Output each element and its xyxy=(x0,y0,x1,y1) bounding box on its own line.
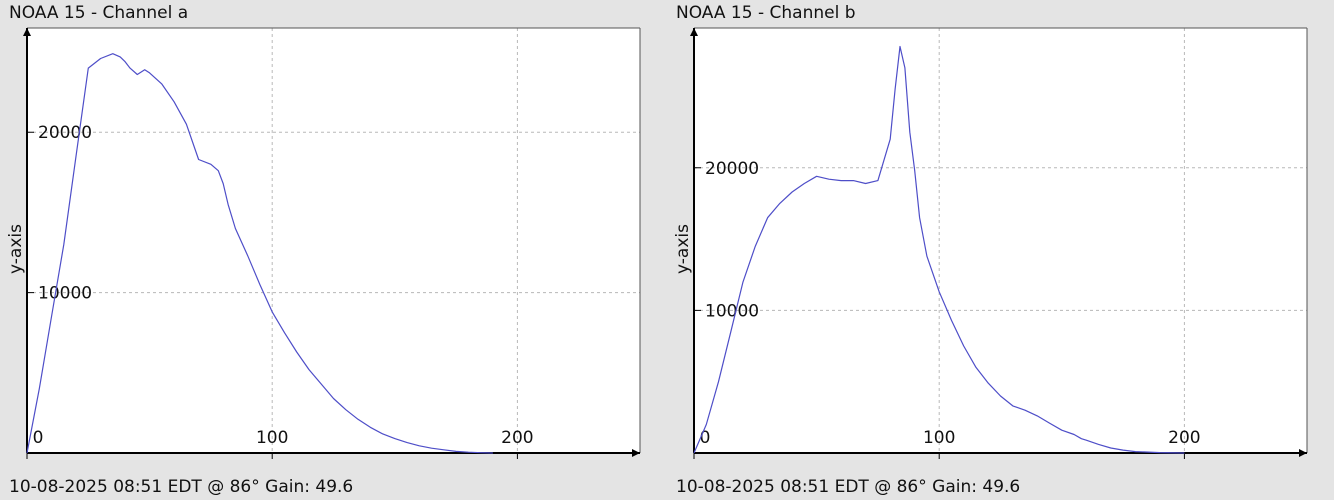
series-line xyxy=(26,53,493,454)
y-tick-label: 20000 xyxy=(38,123,92,143)
y-axis-arrow xyxy=(690,28,698,36)
chart-a-title: NOAA 15 - Channel a xyxy=(9,3,189,23)
chart-panel-a: 0 100 200 10000 20000 y-axis NOAA 15 - Channe… xyxy=(6,3,641,497)
x-tick-label: 100 xyxy=(923,428,955,448)
x-tick-label: 100 xyxy=(256,428,288,448)
x-tick-label: 200 xyxy=(1168,428,1200,448)
plot-area xyxy=(27,28,640,453)
x-tick-label: 200 xyxy=(501,428,533,448)
x-tick-label: 0 xyxy=(33,428,44,448)
chart-a-svg: 0 100 200 10000 20000 y-axis xyxy=(6,27,641,459)
series-line xyxy=(693,45,1185,454)
chart-b-caption: 10-08-2025 08:51 EDT @ 86° Gain: 49.6 xyxy=(676,477,1021,497)
plot-area xyxy=(694,28,1307,453)
chart-b-svg: 0 100 200 10000 20000 y-axis xyxy=(673,27,1308,459)
chart-a-caption: 10-08-2025 08:51 EDT @ 86° Gain: 49.6 xyxy=(9,477,354,497)
y-axis-label: y-axis xyxy=(6,224,26,274)
y-tick-label: 10000 xyxy=(705,301,759,321)
x-axis-arrow xyxy=(632,449,640,457)
y-tick-label: 10000 xyxy=(38,284,92,304)
x-axis-arrow xyxy=(1299,449,1307,457)
chart-panel-b: 0 100 200 10000 20000 y-axis NOAA 15 - Channe… xyxy=(667,0,1334,500)
x-tick-label: 0 xyxy=(700,428,711,448)
y-tick-label: 20000 xyxy=(705,159,759,179)
y-axis-arrow xyxy=(23,28,31,36)
y-axis-label: y-axis xyxy=(673,224,693,274)
chart-b-title: NOAA 15 - Channel b xyxy=(676,3,856,23)
